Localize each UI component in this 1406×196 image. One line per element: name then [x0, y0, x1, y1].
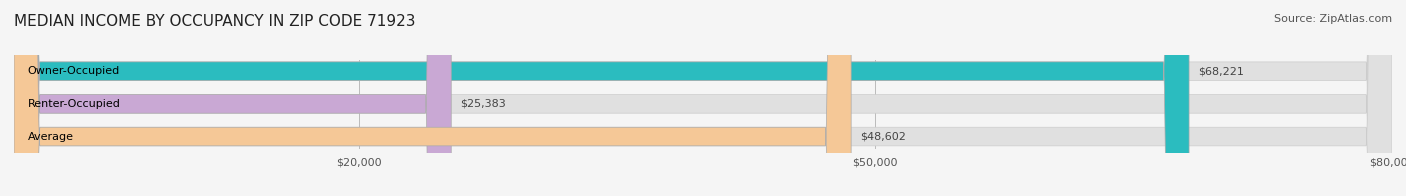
- Text: Renter-Occupied: Renter-Occupied: [28, 99, 121, 109]
- Text: Average: Average: [28, 132, 75, 142]
- Text: MEDIAN INCOME BY OCCUPANCY IN ZIP CODE 71923: MEDIAN INCOME BY OCCUPANCY IN ZIP CODE 7…: [14, 14, 416, 29]
- Text: $48,602: $48,602: [859, 132, 905, 142]
- FancyBboxPatch shape: [14, 0, 1392, 196]
- FancyBboxPatch shape: [14, 0, 451, 196]
- Text: $25,383: $25,383: [460, 99, 506, 109]
- Text: Source: ZipAtlas.com: Source: ZipAtlas.com: [1274, 14, 1392, 24]
- FancyBboxPatch shape: [14, 0, 1189, 196]
- FancyBboxPatch shape: [14, 0, 851, 196]
- FancyBboxPatch shape: [14, 0, 1392, 196]
- Text: $68,221: $68,221: [1198, 66, 1243, 76]
- Text: Owner-Occupied: Owner-Occupied: [28, 66, 120, 76]
- FancyBboxPatch shape: [14, 0, 1392, 196]
